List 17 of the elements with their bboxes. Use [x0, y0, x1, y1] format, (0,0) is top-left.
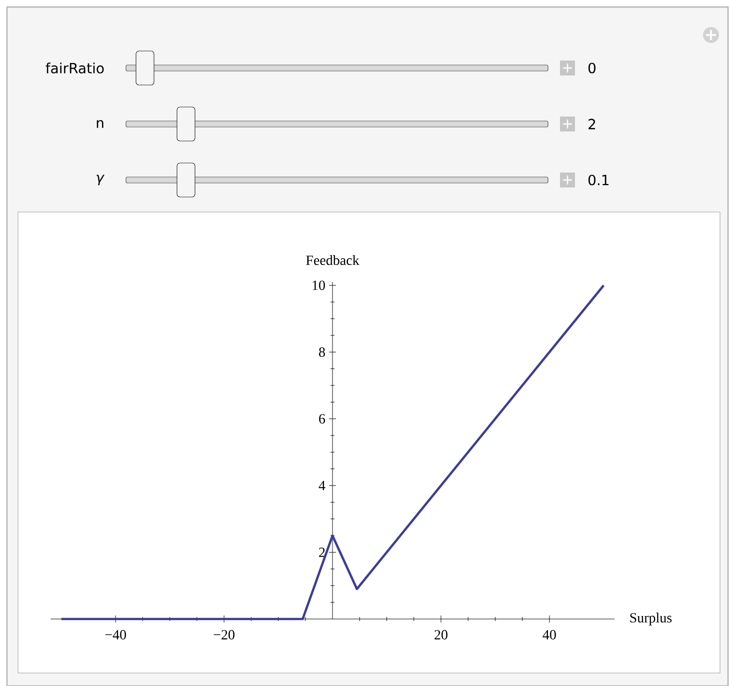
text: 0.1 [588, 174, 608, 186]
y-tick-label: 10 [312, 280, 325, 290]
x-axis-title: Surplus [630, 612, 672, 626]
y-tick-label: 4 [318, 480, 326, 490]
y-axis-title: Feedback [306, 255, 360, 266]
x-tick-label: −20 [214, 630, 234, 640]
text: γ [96, 174, 104, 186]
text: n [96, 120, 104, 128]
x-tick-label: 20 [434, 630, 448, 640]
text: fairRatio [46, 62, 104, 74]
y-tick-label: 8 [319, 347, 325, 357]
text: 2 [588, 118, 596, 130]
x-tick-label: −40 [105, 630, 126, 640]
y-tick-label: 6 [319, 414, 326, 424]
x-tick-label: 40 [542, 630, 556, 640]
text: 0 [588, 62, 596, 74]
y-tick-label: 2 [319, 548, 325, 557]
